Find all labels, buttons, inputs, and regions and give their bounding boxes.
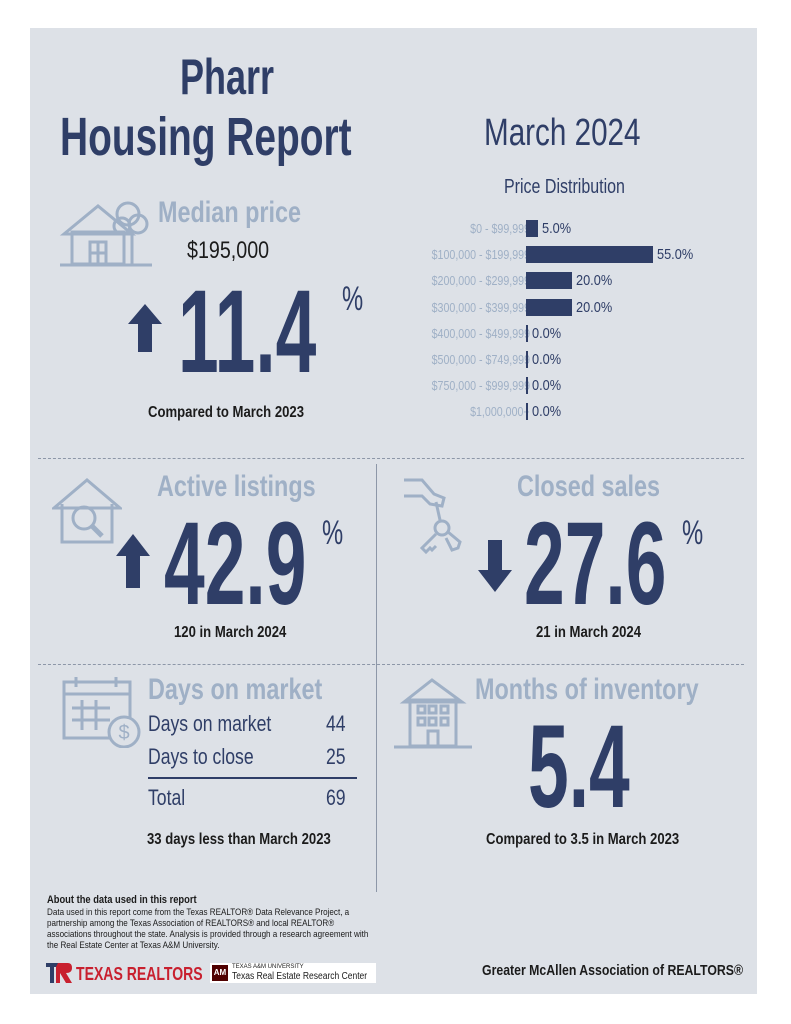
distribution-bar bbox=[526, 403, 528, 421]
apartment-building-icon bbox=[392, 676, 474, 752]
distribution-value: 0.0% bbox=[532, 403, 562, 421]
active-listings-change: 42.9 bbox=[164, 498, 307, 630]
distribution-value: 0.0% bbox=[532, 377, 562, 395]
svg-text:$: $ bbox=[118, 722, 129, 744]
distribution-label: $300,000 - $399,999 bbox=[431, 299, 530, 315]
section-divider bbox=[38, 458, 744, 459]
distribution-row: $200,000 - $299,999 20.0% bbox=[370, 271, 750, 291]
median-price-heading: Median price bbox=[158, 196, 302, 229]
column-divider bbox=[376, 464, 377, 892]
dom-row-label: Days on market bbox=[148, 711, 272, 736]
total-rule bbox=[148, 777, 357, 779]
association-name: Greater McAllen Association of REALTORS® bbox=[482, 962, 744, 979]
tamu-logo-box: AM TEXAS A&M UNIVERSITY Texas Real Estat… bbox=[210, 963, 376, 983]
distribution-bar bbox=[526, 298, 573, 316]
distribution-label: $1,000,000+ bbox=[470, 404, 530, 420]
distribution-bar bbox=[526, 272, 573, 290]
distribution-row: $1,000,000+ 0.0% bbox=[370, 402, 750, 422]
texas-realtors-wordmark: TEXAS REALTORS bbox=[76, 964, 203, 984]
distribution-bar bbox=[526, 377, 528, 395]
distribution-value: 55.0% bbox=[657, 246, 694, 264]
distribution-value: 0.0% bbox=[532, 324, 562, 342]
distribution-label: $400,000 - $499,999 bbox=[431, 325, 530, 341]
active-listings-caption: 120 in March 2024 bbox=[174, 624, 287, 641]
texas-realtors-logo bbox=[46, 963, 72, 983]
up-arrow-icon bbox=[128, 304, 162, 352]
distribution-row: $750,000 - $999,999 0.0% bbox=[370, 376, 750, 396]
distribution-bar bbox=[526, 220, 538, 237]
distribution-value: 20.0% bbox=[576, 272, 613, 290]
distribution-label: $200,000 - $299,999 bbox=[431, 273, 530, 289]
distribution-row: $500,000 - $749,999 0.0% bbox=[370, 350, 750, 370]
price-distribution-title: Price Distribution bbox=[504, 176, 625, 198]
tamu-university-label: TEXAS A&M UNIVERSITY bbox=[232, 964, 304, 970]
days-on-market-heading: Days on market bbox=[148, 673, 323, 706]
down-arrow-icon bbox=[478, 540, 512, 592]
closed-sales-heading: Closed sales bbox=[517, 470, 661, 503]
distribution-bar bbox=[526, 351, 528, 368]
dom-row-label: Days to close bbox=[148, 744, 254, 769]
calendar-dollar-icon: $ bbox=[62, 676, 144, 748]
distribution-bar bbox=[526, 324, 528, 342]
distribution-label: $750,000 - $999,999 bbox=[431, 378, 530, 394]
dom-total-label: Total bbox=[148, 785, 186, 810]
months-of-inventory-heading: Months of inventory bbox=[475, 673, 699, 706]
distribution-row: $0 - $99,999 5.0% bbox=[370, 219, 750, 239]
city-title: Pharr bbox=[180, 49, 275, 105]
median-price-change: 11.4 bbox=[178, 266, 317, 398]
distribution-value: 20.0% bbox=[576, 298, 613, 316]
section-divider bbox=[38, 664, 744, 665]
house-search-icon bbox=[52, 476, 122, 546]
days-on-market-caption: 33 days less than March 2023 bbox=[147, 831, 331, 848]
distribution-label: $500,000 - $749,999 bbox=[431, 352, 530, 367]
dom-row-value: 44 bbox=[326, 711, 346, 736]
tamu-center-label: Texas Real Estate Research Center bbox=[232, 971, 368, 982]
distribution-value: 0.0% bbox=[532, 351, 562, 368]
hand-keys-icon bbox=[400, 476, 470, 560]
closed-sales-change: 27.6 bbox=[524, 498, 667, 630]
about-data-text: Data used in this report come from the T… bbox=[47, 907, 369, 951]
distribution-bar bbox=[526, 246, 653, 264]
dom-total-value: 69 bbox=[326, 785, 346, 810]
distribution-value: 5.0% bbox=[541, 220, 571, 237]
distribution-row: $300,000 - $399,999 20.0% bbox=[370, 298, 750, 318]
report-page: Pharr Housing Report March 2024 Median p… bbox=[30, 28, 757, 994]
closed-sales-percent-sign: % bbox=[682, 514, 704, 552]
active-listings-heading: Active listings bbox=[157, 470, 316, 503]
tamu-mark-icon: AM bbox=[212, 965, 228, 981]
distribution-row: $100,000 - $199,999 55.0% bbox=[370, 245, 750, 265]
house-tree-icon bbox=[58, 196, 154, 268]
active-listings-percent-sign: % bbox=[322, 514, 344, 552]
distribution-row: $400,000 - $499,999 0.0% bbox=[370, 324, 750, 344]
median-price-percent-sign: % bbox=[342, 280, 364, 318]
report-period: March 2024 bbox=[484, 112, 641, 154]
median-price-caption: Compared to March 2023 bbox=[148, 404, 305, 421]
distribution-label: $0 - $99,999 bbox=[470, 221, 530, 236]
months-of-inventory-caption: Compared to 3.5 in March 2023 bbox=[486, 831, 680, 848]
closed-sales-caption: 21 in March 2024 bbox=[536, 624, 642, 641]
about-data-heading: About the data used in this report bbox=[47, 894, 197, 906]
up-arrow-icon bbox=[116, 534, 150, 588]
median-price-value: $195,000 bbox=[187, 237, 270, 264]
dom-row-value: 25 bbox=[326, 744, 346, 769]
months-of-inventory-value: 5.4 bbox=[528, 701, 630, 833]
distribution-label: $100,000 - $199,999 bbox=[431, 247, 530, 263]
report-title: Housing Report bbox=[60, 107, 352, 167]
